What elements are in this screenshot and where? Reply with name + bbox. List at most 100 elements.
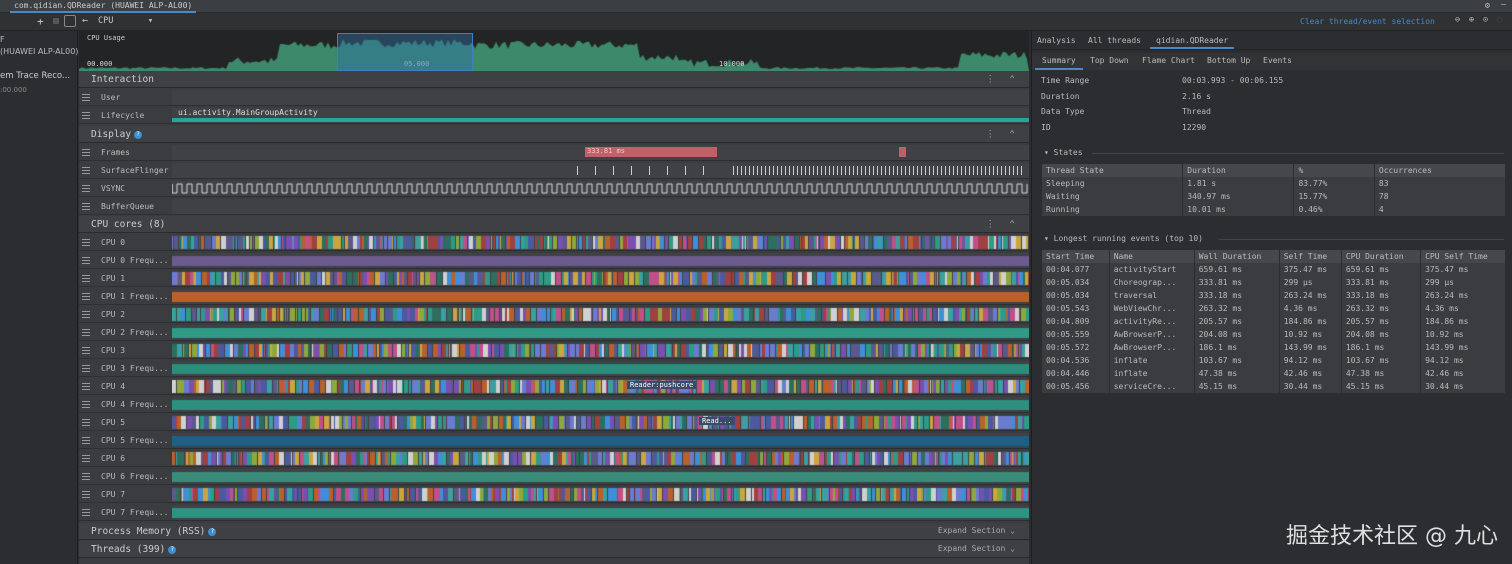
events-header[interactable]: ▾ Longest running events (top 10) bbox=[1044, 234, 1504, 243]
table-row[interactable]: 00:05.543 WebViewChr... 263.32 ms 4.36 ms 26… bbox=[1042, 302, 1505, 315]
track-area[interactable] bbox=[172, 181, 1029, 196]
drag-handle-icon[interactable] bbox=[82, 419, 90, 426]
track-row[interactable]: CPU 1 Frequ... bbox=[79, 288, 1029, 305]
track-row[interactable]: CPU 4 Frequ... bbox=[79, 396, 1029, 413]
column-header[interactable]: Start Time bbox=[1046, 252, 1095, 261]
track-row[interactable]: CPU 4 Reader:pushcore bbox=[79, 378, 1029, 395]
clear-selection-link[interactable]: Clear thread/event selection bbox=[1300, 17, 1435, 26]
tab-summary[interactable]: Summary bbox=[1035, 56, 1083, 70]
track-row[interactable]: CPU 3 Frequ... bbox=[79, 360, 1029, 377]
more-options-icon[interactable]: ⋮ bbox=[985, 129, 996, 140]
table-row[interactable]: 00:05.559 AwBrowserP... 204.08 ms 10.92 ms 2… bbox=[1042, 328, 1505, 341]
tab-analysis[interactable]: Analysis bbox=[1037, 36, 1076, 45]
track-area[interactable] bbox=[172, 487, 1029, 502]
drag-handle-icon[interactable] bbox=[82, 239, 90, 246]
back-arrow-icon[interactable]: ← bbox=[82, 15, 89, 26]
track-area[interactable] bbox=[172, 451, 1029, 466]
drag-handle-icon[interactable] bbox=[82, 509, 90, 516]
track-area[interactable] bbox=[172, 505, 1029, 520]
track-row[interactable]: CPU 6 bbox=[79, 450, 1029, 467]
lifecycle-event[interactable] bbox=[172, 118, 1029, 122]
drag-handle-icon[interactable] bbox=[82, 383, 90, 390]
tab-thread[interactable]: qidian.QDReader bbox=[1150, 36, 1235, 49]
drag-handle-icon[interactable] bbox=[82, 365, 90, 372]
track-area[interactable] bbox=[172, 163, 1029, 178]
plus-icon[interactable]: + bbox=[37, 15, 44, 28]
drag-handle-icon[interactable] bbox=[82, 491, 90, 498]
section-header-interaction[interactable]: Interaction ⋮ ⌃ bbox=[79, 71, 1029, 88]
track-area[interactable] bbox=[172, 271, 1029, 286]
drag-handle-icon[interactable] bbox=[82, 94, 90, 101]
track-row[interactable]: Frames 333.81 ms bbox=[79, 144, 1029, 161]
column-header[interactable]: Self Time bbox=[1278, 250, 1342, 263]
column-header[interactable]: CPU Self Time bbox=[1420, 250, 1505, 263]
column-header[interactable]: % bbox=[1293, 164, 1375, 177]
cpu-usage-chart[interactable]: CPU Usage 00.000 05.000 10.000 bbox=[79, 31, 1029, 71]
drag-handle-icon[interactable] bbox=[82, 347, 90, 354]
drag-handle-icon[interactable] bbox=[82, 311, 90, 318]
more-options-icon[interactable]: ⋮ bbox=[985, 74, 996, 85]
frame-bar[interactable]: 333.81 ms bbox=[585, 147, 717, 157]
table-row[interactable]: Sleeping 1.81 s 83.77% 83 bbox=[1042, 177, 1505, 190]
track-row[interactable]: CPU 5 Frequ... bbox=[79, 432, 1029, 449]
tab-flame-chart[interactable]: Flame Chart bbox=[1142, 56, 1195, 65]
track-area[interactable] bbox=[172, 325, 1029, 340]
help-icon[interactable]: ? bbox=[168, 545, 177, 554]
track-area[interactable] bbox=[172, 90, 1029, 105]
session-recording[interactable]: em Trace Reco... bbox=[0, 71, 71, 81]
zoom-in-icon[interactable]: ⊕ bbox=[1469, 15, 1475, 25]
track-area[interactable]: Read... bbox=[172, 415, 1029, 430]
track-area[interactable]: Reader:pushcore bbox=[172, 379, 1029, 394]
section-header-threads[interactable]: Threads (399)? Expand Section ⌄ bbox=[79, 541, 1029, 558]
column-header[interactable]: Occurrences bbox=[1373, 164, 1505, 177]
track-row[interactable]: CPU 5 Read... bbox=[79, 414, 1029, 431]
column-header[interactable]: Wall Duration bbox=[1193, 250, 1280, 263]
track-row[interactable]: CPU 2 Frequ... bbox=[79, 324, 1029, 341]
column-header[interactable]: Thread State bbox=[1046, 166, 1104, 175]
section-header-memory[interactable]: Process Memory (RSS)? Expand Section ⌄ bbox=[79, 523, 1029, 540]
section-header-display[interactable]: Display? ⋮ ⌃ bbox=[79, 126, 1029, 143]
track-row[interactable]: VSYNC bbox=[79, 180, 1029, 197]
track-area[interactable]: ui.activity.MainGroupActivity bbox=[172, 108, 1029, 123]
table-row[interactable]: 00:05.034 Choreograp... 333.81 ms 299 µs 333… bbox=[1042, 276, 1505, 289]
tab-events[interactable]: Events bbox=[1263, 56, 1292, 65]
table-row[interactable]: 00:04.446 inflate 47.38 ms 42.46 ms 47.38 ms… bbox=[1042, 367, 1505, 380]
panel-toggle-icon[interactable] bbox=[64, 15, 76, 27]
track-area[interactable] bbox=[172, 433, 1029, 448]
track-row[interactable]: BufferQueue bbox=[79, 198, 1029, 215]
track-row[interactable]: CPU 0 bbox=[79, 234, 1029, 251]
drag-handle-icon[interactable] bbox=[82, 275, 90, 282]
track-row[interactable]: CPU 0 Frequ... bbox=[79, 252, 1029, 269]
table-row[interactable]: 00:04.536 inflate 103.67 ms 94.12 ms 103.67 … bbox=[1042, 354, 1505, 367]
track-area[interactable] bbox=[172, 361, 1029, 376]
track-area[interactable] bbox=[172, 469, 1029, 484]
track-row[interactable]: CPU 7 Frequ... bbox=[79, 504, 1029, 521]
stop-icon[interactable] bbox=[53, 18, 59, 24]
drag-handle-icon[interactable] bbox=[82, 329, 90, 336]
table-row[interactable]: 00:05.456 serviceCre... 45.15 ms 30.44 ms 45… bbox=[1042, 380, 1505, 393]
drag-handle-icon[interactable] bbox=[82, 257, 90, 264]
time-selection[interactable] bbox=[337, 33, 473, 71]
drag-handle-icon[interactable] bbox=[82, 293, 90, 300]
pause-icon[interactable]: ◌ bbox=[1497, 15, 1503, 25]
view-select[interactable]: CPU ▾ bbox=[98, 16, 153, 26]
track-area[interactable] bbox=[172, 199, 1029, 214]
table-row[interactable]: Running 10.01 ms 0.46% 4 bbox=[1042, 203, 1505, 216]
drag-handle-icon[interactable] bbox=[82, 149, 90, 156]
track-row[interactable]: Lifecycle ui.activity.MainGroupActivity bbox=[79, 107, 1029, 124]
drag-handle-icon[interactable] bbox=[82, 437, 90, 444]
zoom-out-icon[interactable]: ⊖ bbox=[1455, 15, 1461, 25]
states-header[interactable]: ▾ States bbox=[1044, 148, 1504, 157]
drag-handle-icon[interactable] bbox=[82, 112, 90, 119]
gear-icon[interactable]: ⚙ bbox=[1484, 1, 1490, 11]
help-icon[interactable]: ? bbox=[208, 527, 217, 536]
expand-section-button[interactable]: Expand Section ⌄ bbox=[937, 544, 1015, 553]
track-row[interactable]: CPU 6 Frequ... bbox=[79, 468, 1029, 485]
track-row[interactable]: User bbox=[79, 89, 1029, 106]
track-area[interactable] bbox=[172, 307, 1029, 322]
drag-handle-icon[interactable] bbox=[82, 167, 90, 174]
more-options-icon[interactable]: ⋮ bbox=[985, 219, 996, 230]
track-row[interactable]: CPU 1 bbox=[79, 270, 1029, 287]
track-row[interactable]: CPU 7 bbox=[79, 486, 1029, 503]
section-header-cpu[interactable]: CPU cores (8) ⋮ ⌃ bbox=[79, 216, 1029, 233]
